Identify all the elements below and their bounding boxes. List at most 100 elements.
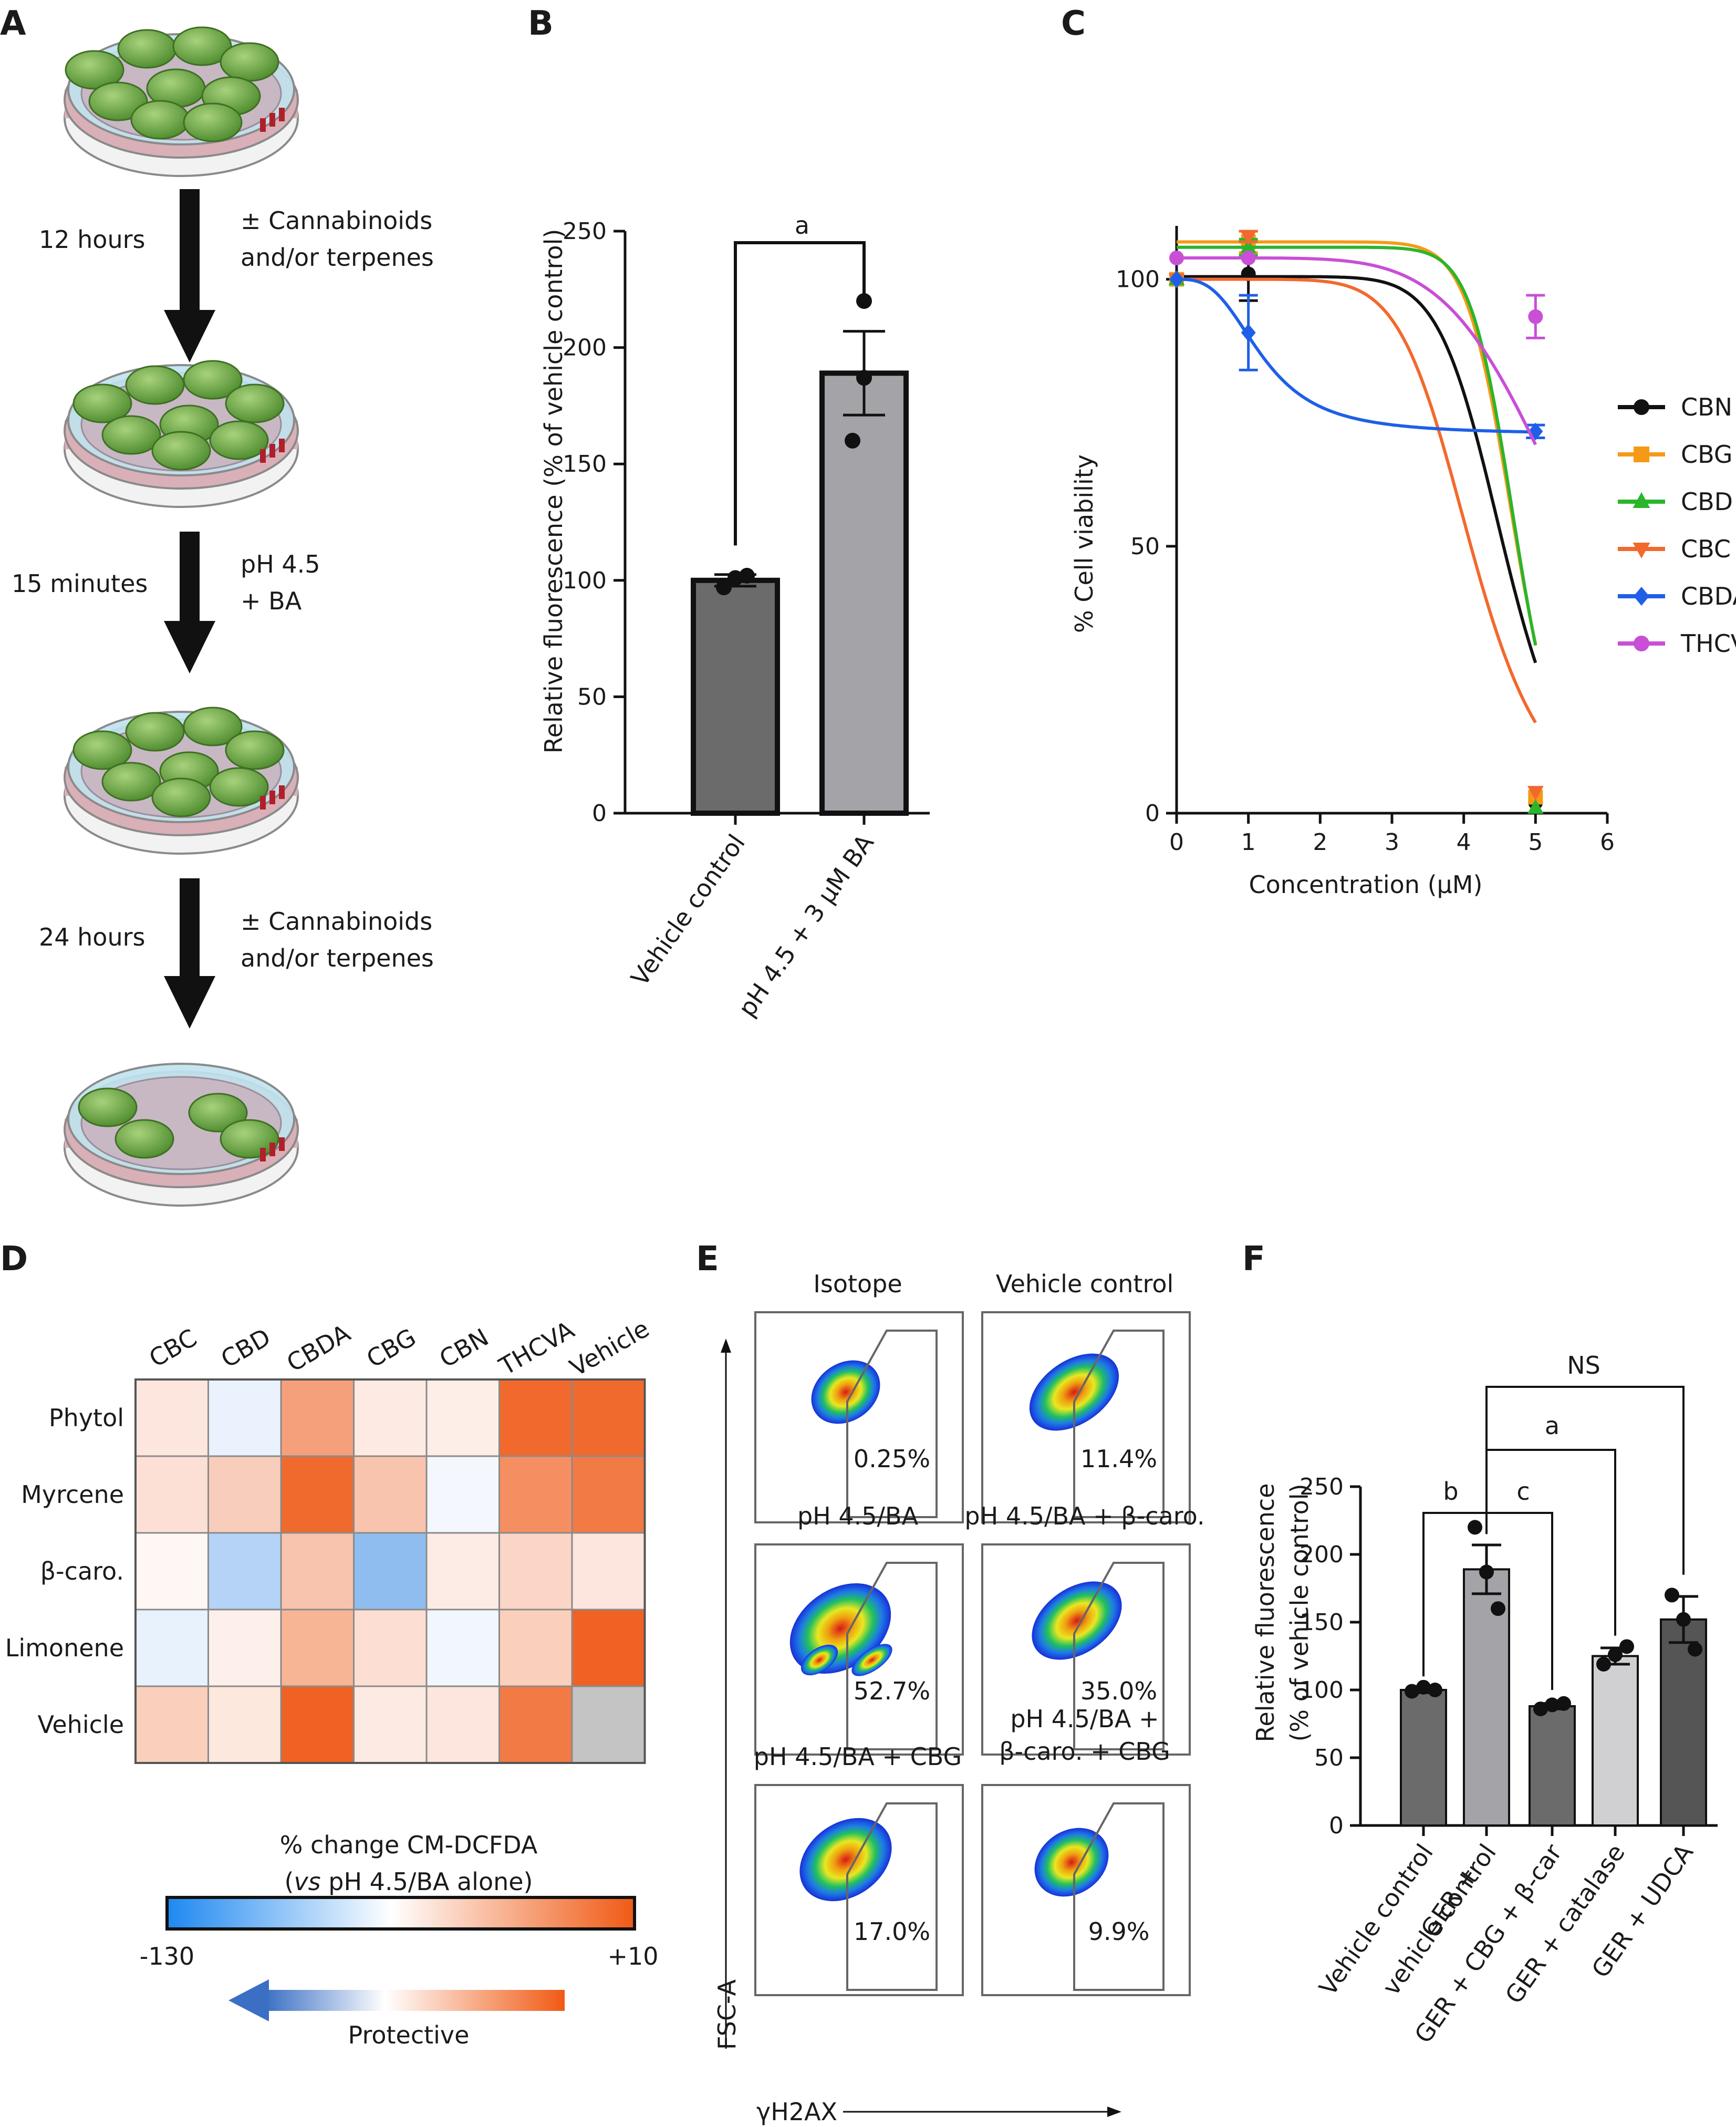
heatmap-row-label: Vehicle: [37, 1710, 124, 1739]
heatmap-cell: [280, 1532, 355, 1611]
panel-a-label: A: [0, 4, 26, 43]
panel-d-label: D: [0, 1240, 28, 1279]
flow-plot: pH 4.5/BA + CBG 17.0%: [754, 1742, 964, 1996]
heatmap-cell: [353, 1455, 428, 1534]
cell: [72, 730, 132, 770]
heatmap-row-label: Phytol: [49, 1404, 124, 1432]
flow-gate: [1073, 1562, 1165, 1750]
heatmap-cell: [207, 1609, 282, 1687]
cell: [125, 712, 185, 752]
step-note-1: pH 4.5: [241, 550, 320, 578]
heatmap-column-label: CBDA: [282, 1319, 356, 1377]
cell: [183, 360, 243, 400]
b-significance-label: a: [795, 211, 809, 240]
c-legend-label: CBN: [1681, 393, 1732, 421]
flow-plot: pH 4.5/BA + β-caro. 35.0%: [964, 1502, 1205, 1756]
step-note-2: and/or terpenes: [241, 944, 434, 972]
heatmap-cell: [353, 1378, 428, 1457]
cell: [72, 383, 132, 423]
flow-plot-title: pH 4.5/BA: [797, 1502, 919, 1530]
heatmap-cell: [207, 1685, 282, 1764]
c-x-tick-label: 0: [1169, 829, 1184, 856]
c-curve-cbc: [1177, 277, 1537, 724]
protective-arrow-head: [228, 1979, 269, 2021]
b-data-point: [716, 579, 732, 596]
heatmap-cell: [280, 1378, 355, 1457]
heatmap-cell: [571, 1378, 646, 1457]
c-point-cbc: [1527, 786, 1544, 801]
heatmap-cell: [571, 1609, 646, 1687]
panel-f-label: F: [1242, 1240, 1265, 1279]
b-y-tick-label: 250: [563, 218, 607, 245]
heatmap-cell: [425, 1455, 500, 1534]
heatmap-cell: [425, 1609, 500, 1687]
flow-gate-percent: 17.0%: [854, 1917, 930, 1946]
b-data-point: [856, 293, 872, 309]
c-y-tick-label: 0: [1145, 800, 1160, 827]
dish-marker: [260, 449, 266, 463]
f-y-axis-label-1: Relative fluorescence: [1251, 1483, 1280, 1742]
c-x-tick-label: 1: [1241, 829, 1256, 856]
c-legend-label: CBC: [1681, 535, 1731, 563]
heatmap-cell: [280, 1685, 355, 1764]
dish-marker: [279, 439, 285, 452]
b-y-tick-label: 200: [563, 335, 607, 361]
step-arrow-head: [164, 621, 215, 673]
cell: [125, 365, 185, 405]
heatmap-cell: [425, 1378, 500, 1457]
heatmap-row-label: β-caro.: [40, 1557, 124, 1585]
flow-population: [851, 1644, 892, 1676]
petri-dish: [64, 707, 299, 855]
f-data-point: [1596, 1656, 1611, 1672]
heatmap-cell: [207, 1455, 282, 1534]
flow-plot-title: pH 4.5/BA + CBG: [754, 1742, 962, 1771]
dish-marker: [260, 118, 266, 132]
flow-gate: [1073, 1330, 1165, 1518]
f-y-tick-label: 200: [1300, 1541, 1344, 1568]
d-caption-rest: pH 4.5/BA alone): [321, 1867, 533, 1896]
cell: [101, 415, 161, 455]
dish-marker: [279, 108, 285, 121]
step-time: 15 minutes: [12, 569, 148, 598]
dish-marker: [269, 113, 275, 127]
c-point-cbc: [1240, 231, 1257, 246]
cell: [183, 707, 243, 746]
panel-e-label: E: [696, 1240, 719, 1279]
d-caption-line-1: % change CM-DCFDA: [280, 1831, 538, 1859]
flow-population: [1029, 1353, 1119, 1431]
flow-plot: Isotope 0.25%: [754, 1270, 964, 1523]
heatmap-d: Phytol Myrcene β-caro. Limonene Vehicle CBC CB…: [5, 1314, 654, 1764]
flow-gate: [1073, 1802, 1165, 1991]
f-x-tick-label: vehicle control: [1377, 1839, 1502, 2000]
b-x-tick-label: Vehicle control: [626, 829, 751, 991]
heatmap-cell: [498, 1455, 573, 1534]
f-data-point: [1491, 1601, 1505, 1616]
petri-dish: [64, 1063, 299, 1207]
heatmap-column-label: THCVA: [494, 1315, 579, 1381]
cell: [209, 420, 269, 460]
c-point-thcv: [1241, 250, 1256, 265]
heatmap-row-label: Limonene: [5, 1634, 124, 1662]
c-legend-marker: [1634, 399, 1649, 415]
panel-c-label: C: [1061, 4, 1086, 43]
e-x-axis-label: γH2AX: [756, 2098, 837, 2126]
cell: [183, 102, 243, 142]
flow-plots-e: Isotope 0.25% Vehicle control 11.4% pH 4.5/B…: [754, 1270, 1205, 1996]
flow-gate-percent: 35.0%: [1080, 1677, 1157, 1705]
d-arrow-label: Protective: [348, 2021, 470, 2049]
f-data-point: [1428, 1683, 1442, 1697]
flow-gate-percent: 11.4%: [1080, 1445, 1157, 1473]
c-curve-thcv: [1177, 256, 1537, 445]
cell: [209, 767, 269, 807]
b-y-tick-label: 150: [563, 451, 607, 478]
heatmap-cell: [571, 1455, 646, 1534]
petri-dishes: [64, 26, 299, 1207]
cell: [151, 777, 211, 817]
heatmap-cell: [134, 1455, 209, 1534]
b-significance-bracket: [734, 241, 866, 546]
cell: [78, 1087, 138, 1127]
f-y-tick-label: 50: [1314, 1745, 1344, 1771]
dish-marker: [279, 785, 285, 799]
